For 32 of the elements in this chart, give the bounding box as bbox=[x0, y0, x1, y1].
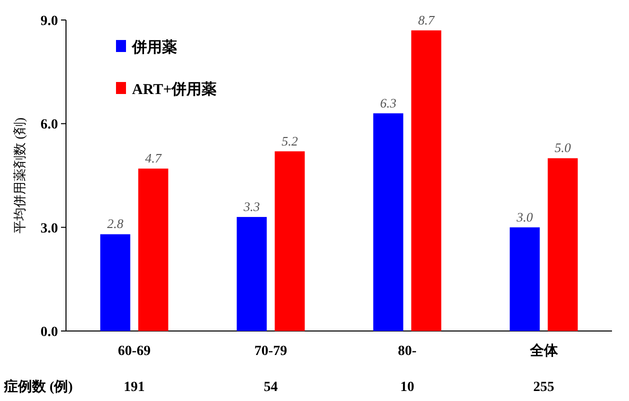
bar bbox=[510, 227, 540, 331]
x-tick-label: 80- bbox=[398, 344, 417, 359]
data-label: 8.7 bbox=[418, 12, 435, 28]
bar bbox=[236, 216, 267, 331]
data-label: 3.0 bbox=[516, 209, 534, 224]
bar bbox=[373, 113, 404, 331]
x-tick-label: 60-69 bbox=[118, 344, 151, 359]
text: 191 bbox=[124, 380, 145, 395]
x-tick-label: 70-79 bbox=[254, 344, 288, 359]
legend-label: ART+併用薬 bbox=[132, 81, 217, 98]
text: 症例数 (例) bbox=[3, 378, 74, 395]
y-tick-label: 0.0 bbox=[40, 325, 58, 340]
y-tick-label: 3.0 bbox=[40, 221, 58, 236]
bar bbox=[138, 168, 168, 331]
bar bbox=[100, 234, 130, 331]
bar bbox=[274, 151, 305, 331]
legend-label: 併用薬 bbox=[131, 39, 177, 56]
bar bbox=[548, 158, 578, 331]
data-label: 6.3 bbox=[380, 95, 397, 110]
data-label: 5.0 bbox=[554, 140, 572, 156]
bar bbox=[411, 30, 442, 331]
text: 54 bbox=[264, 380, 278, 395]
text: 255 bbox=[533, 380, 554, 395]
y-axis-title: 平均併用薬剤数 (剤) bbox=[12, 118, 27, 234]
data-label: 5.2 bbox=[282, 133, 298, 148]
data-label: 3.3 bbox=[242, 198, 260, 214]
x-tick-label: 全体 bbox=[528, 343, 559, 359]
y-tick-label: 9.0 bbox=[40, 14, 58, 29]
data-label: 4.7 bbox=[145, 150, 162, 166]
data-label: 2.8 bbox=[107, 216, 124, 232]
y-tick-label: 6.0 bbox=[40, 118, 58, 133]
text: 10 bbox=[400, 380, 414, 395]
